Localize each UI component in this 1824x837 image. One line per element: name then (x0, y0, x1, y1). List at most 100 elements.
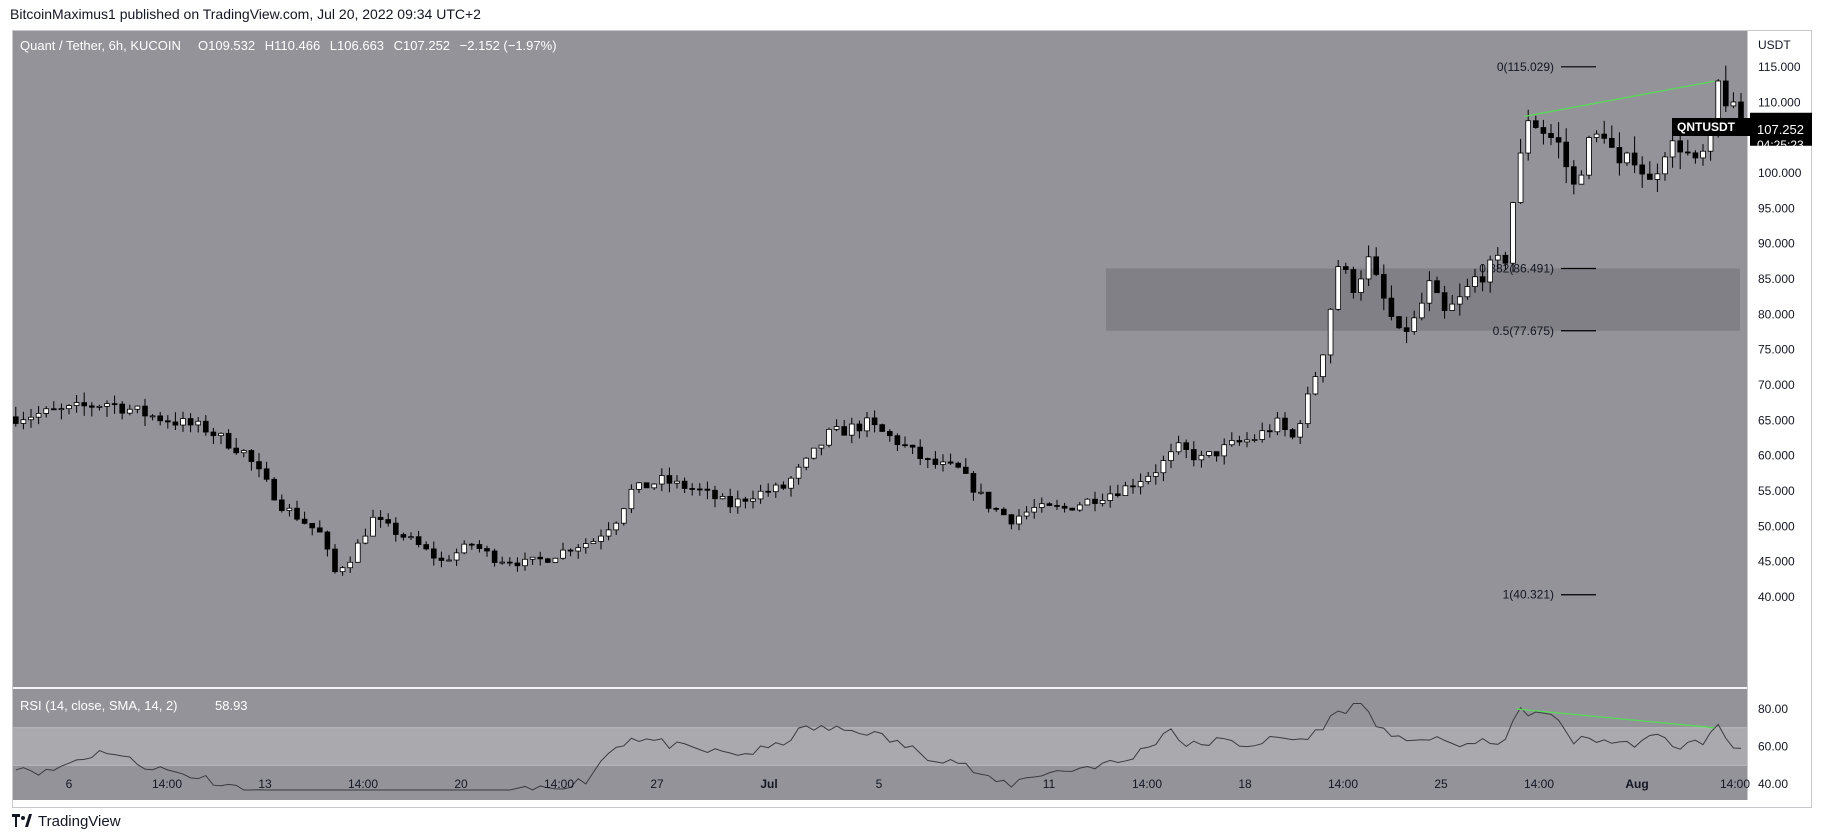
candle-body (1358, 278, 1364, 293)
candle-body (1008, 514, 1015, 525)
x-tick-label: 14:00 (1328, 777, 1358, 791)
candle-body (1662, 156, 1668, 175)
candle-body (1510, 202, 1516, 264)
candle-body (605, 529, 612, 537)
x-tick-label: 14:00 (348, 777, 378, 791)
candle-body (590, 541, 597, 544)
candle-body (643, 482, 650, 489)
symbol-title: Quant / Tether, 6h, KUCOIN (20, 38, 181, 53)
candle-body (1578, 174, 1585, 185)
price-divergence-line (1524, 80, 1715, 118)
price-tag: QNTUSDT 107.252 04:25:23 (1672, 112, 1812, 152)
rsi-tick-label: 60.00 (1758, 740, 1788, 754)
candle-body (545, 558, 551, 563)
candle-body (1692, 152, 1699, 159)
open-label: O (198, 38, 208, 53)
candle-body (1061, 505, 1068, 509)
candle-body (985, 491, 992, 509)
candle-body (499, 561, 505, 564)
candle-body (1160, 460, 1167, 474)
candle-body (1145, 475, 1152, 482)
candle-body (1700, 150, 1706, 159)
candle-body (324, 531, 331, 550)
candle-body (826, 428, 832, 446)
candle-body (727, 496, 733, 508)
candle-body (1411, 317, 1418, 332)
x-tick-label: 25 (1434, 777, 1448, 791)
candle-body (89, 405, 95, 408)
candle-body (392, 522, 399, 535)
candle-body (491, 550, 498, 563)
candle-body (316, 527, 323, 533)
rsi-tick-label: 40.00 (1758, 777, 1788, 791)
x-tick-label: 14:00 (1524, 777, 1554, 791)
candle-body (841, 426, 847, 436)
y-tick-label: 55.000 (1758, 484, 1795, 498)
candle-body (1191, 449, 1197, 461)
candle-body (1525, 120, 1532, 154)
fib-level-label: 1(40.321) (1503, 588, 1554, 602)
price-chart[interactable]: 0(115.029)0.382(86.491)0.5(77.675)1(40.3… (12, 30, 1812, 808)
candle-body (1084, 498, 1091, 506)
candle-body (1137, 481, 1144, 488)
candle-body (993, 507, 999, 510)
candle-body (332, 548, 338, 573)
candle-body (788, 477, 794, 489)
candle-body (689, 488, 695, 490)
candle-body (811, 447, 817, 459)
candle-body (750, 498, 756, 502)
candle-body (1274, 417, 1281, 433)
close-value: 107.252 (403, 38, 450, 53)
candle-body (1593, 133, 1600, 138)
x-tick-label: 14:00 (544, 777, 574, 791)
last-price-box (1750, 112, 1812, 146)
candle-body (1115, 493, 1121, 496)
x-tick-label: 14:00 (152, 777, 182, 791)
candle-body (902, 444, 908, 447)
candle-body (849, 423, 855, 436)
low-value: 106.663 (337, 38, 384, 53)
candle-body (1631, 152, 1638, 166)
candle-body (1730, 101, 1737, 107)
tradingview-footer[interactable]: TradingView (12, 810, 121, 832)
candle-body (1183, 442, 1190, 450)
candle-body (127, 408, 133, 414)
candle-body (1426, 280, 1433, 304)
candle-body (925, 458, 931, 460)
candle-body (362, 535, 369, 544)
candle-body (134, 405, 141, 410)
candle-body (438, 557, 445, 561)
candle-body (157, 415, 164, 422)
candle-body (73, 402, 80, 406)
rsi-tick-label: 80.00 (1758, 702, 1788, 716)
change-value: −2.152 (−1.97%) (460, 38, 557, 53)
candle-body (202, 420, 209, 433)
candle-body (187, 418, 194, 426)
candle-body (1647, 173, 1653, 180)
candle-body (887, 431, 893, 437)
candle-body (347, 561, 353, 569)
candle-body (1548, 133, 1554, 138)
x-tick-label: Jul (760, 777, 777, 791)
candle-body (1282, 417, 1288, 431)
candle-body (12, 416, 19, 424)
x-tick-label: 5 (876, 777, 883, 791)
candle-body (309, 522, 315, 529)
candle-body (955, 462, 961, 468)
candle-body (894, 435, 901, 446)
candle-body (1677, 140, 1684, 153)
price-legend: Quant / Tether, 6h, KUCOIN O109.532 H110… (20, 38, 557, 53)
price-pane[interactable] (13, 31, 1747, 687)
candle-body (58, 408, 65, 411)
rsi-value: 58.93 (215, 698, 248, 713)
candle-body (735, 498, 741, 508)
x-tick-label: 14:00 (1720, 777, 1750, 791)
candle-body (1685, 151, 1691, 154)
candle-body (339, 567, 346, 573)
candle-body (1107, 493, 1114, 501)
candle-body (1320, 354, 1326, 378)
x-tick-label: 14:00 (1132, 777, 1162, 791)
x-tick-label: Aug (1625, 777, 1648, 791)
open-value: 109.532 (208, 38, 255, 53)
candle-body (1479, 276, 1486, 283)
